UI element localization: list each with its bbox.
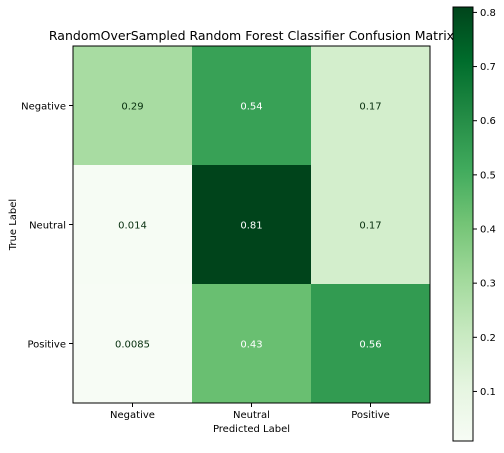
colorbar-tick-label: 0.1 <box>480 387 496 398</box>
x-axis-ticks: Negative Neutral Positive <box>110 403 390 421</box>
heatmap-cell <box>311 46 431 166</box>
heatmap-cell <box>73 46 193 166</box>
heatmap-cells <box>73 46 431 404</box>
colorbar <box>452 6 474 442</box>
y-tick-label: Positive <box>27 340 66 351</box>
cell-value-label: 0.17 <box>359 221 381 232</box>
y-axis-label: True Label <box>8 199 19 251</box>
cell-value-label: 0.0085 <box>115 340 150 351</box>
heatmap-cell <box>73 284 193 404</box>
heatmap-cell <box>311 165 431 285</box>
colorbar-tick-label: 0.4 <box>480 225 496 236</box>
colorbar-tick-label: 0.2 <box>480 333 496 344</box>
heatmap-cell <box>192 165 312 285</box>
colorbar-ticks: 0.1 0.2 0.3 0.4 0.5 0.6 0.7 0.8 <box>473 8 496 398</box>
cell-value-label: 0.014 <box>118 221 147 232</box>
cell-value-label: 0.43 <box>240 340 262 351</box>
y-tick-label: Neutral <box>29 221 66 232</box>
cell-value-label: 0.54 <box>240 102 262 113</box>
heatmap-cell <box>311 284 431 404</box>
x-axis-label: Predicted Label <box>213 424 290 435</box>
cell-value-label: 0.17 <box>359 102 381 113</box>
chart-title: RandomOverSampled Random Forest Classifi… <box>49 28 454 43</box>
y-axis-ticks: Negative Neutral Positive <box>21 102 73 351</box>
cell-value-label: 0.81 <box>240 221 262 232</box>
colorbar-tick-label: 0.8 <box>480 8 496 19</box>
y-tick-label: Negative <box>21 102 66 113</box>
cell-value-label: 0.56 <box>359 340 381 351</box>
x-tick-label: Negative <box>110 410 155 421</box>
heatmap-cell <box>192 46 312 166</box>
colorbar-tick-label: 0.3 <box>480 279 496 290</box>
colorbar-tick-label: 0.5 <box>480 170 496 181</box>
colorbar-tick-label: 0.7 <box>480 62 496 73</box>
heatmap-cell <box>73 165 193 285</box>
heatmap-cell <box>192 284 312 404</box>
x-tick-label: Positive <box>351 410 390 421</box>
cell-value-labels: 0.29 0.54 0.17 0.014 0.81 0.17 0.0085 0.43 0.56 <box>115 102 382 351</box>
colorbar-tick-label: 0.6 <box>480 116 496 127</box>
cell-value-label: 0.29 <box>121 102 143 113</box>
x-tick-label: Neutral <box>233 410 270 421</box>
